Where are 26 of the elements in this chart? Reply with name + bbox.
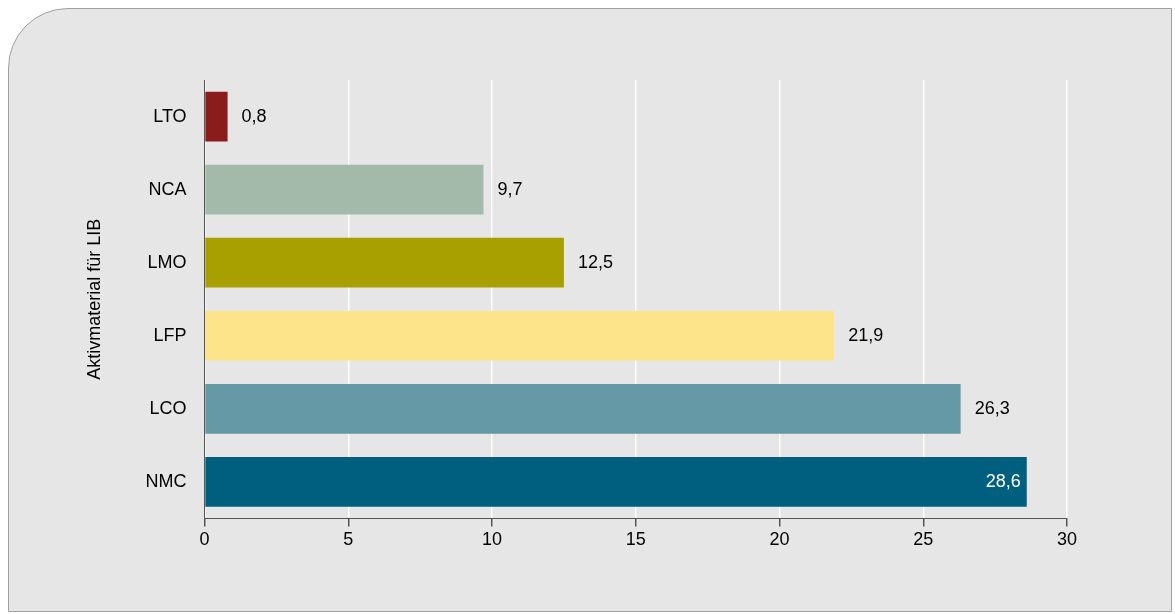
x-tick-label: 15 — [625, 529, 646, 550]
x-tick-label: 5 — [343, 529, 354, 550]
data-label: 12,5 — [577, 251, 613, 272]
bar — [205, 383, 961, 434]
y-axis-title: Aktivmaterial für LIB — [83, 218, 104, 380]
bar — [205, 237, 564, 288]
y-tick-label: NMC — [145, 470, 187, 491]
bar — [205, 310, 835, 361]
data-label: 0,8 — [241, 105, 267, 126]
bar — [205, 91, 228, 142]
data-label: 21,9 — [848, 324, 884, 345]
x-tick-label: 30 — [1056, 529, 1078, 550]
data-label: 28,6 — [985, 470, 1021, 491]
x-tick-label: 10 — [482, 529, 503, 550]
y-tick-label: LMO — [147, 251, 187, 272]
y-tick-label: LTO — [153, 105, 187, 126]
x-tick-label: 20 — [769, 529, 790, 550]
y-tick-label: LFP — [153, 324, 187, 345]
y-tick-label: LCO — [149, 397, 187, 418]
bar — [205, 164, 484, 215]
x-tick-label: 0 — [199, 529, 210, 550]
data-label: 9,7 — [497, 178, 523, 199]
x-tick-label: 25 — [913, 529, 934, 550]
y-tick-label: NCA — [148, 178, 187, 199]
bar — [205, 457, 1027, 507]
data-label: 26,3 — [974, 397, 1010, 418]
